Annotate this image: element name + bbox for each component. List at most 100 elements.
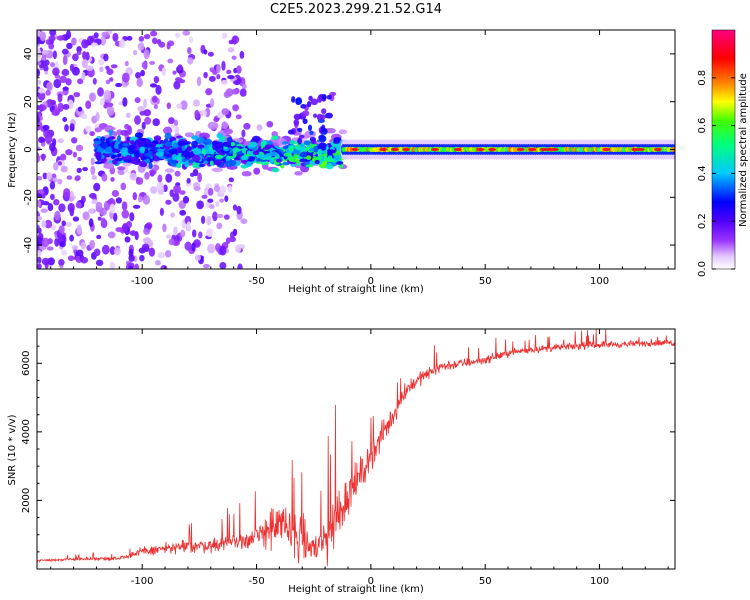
colorbar-tick-label: 0.6: [697, 118, 708, 134]
noise-mark: [219, 261, 227, 269]
noise-mark: [219, 185, 227, 194]
turbulent-mark: [122, 143, 129, 147]
noise-mark: [95, 259, 104, 267]
noise-mark: [139, 254, 145, 262]
noise-mark: [109, 203, 116, 214]
noise-mark: [66, 175, 73, 180]
noise-mark: [65, 149, 73, 156]
stable-peak-mark: [528, 147, 537, 152]
noise-mark: [75, 144, 84, 152]
noise-mark: [37, 224, 40, 230]
noise-mark: [173, 119, 179, 127]
noise-mark: [57, 102, 64, 112]
turbulent-mark: [264, 144, 271, 149]
turbulent-mark: [127, 145, 137, 150]
noise-mark: [68, 196, 74, 202]
noise-mark: [136, 177, 144, 185]
x-tick-label: -100: [131, 576, 154, 587]
noise-mark: [96, 234, 102, 240]
noise-mark: [48, 35, 56, 42]
noise-mark: [162, 223, 167, 233]
turbulent-mark: [301, 110, 310, 117]
noise-mark: [101, 244, 110, 255]
noise-mark: [91, 42, 98, 47]
stable-peak-mark: [550, 147, 559, 152]
turbulent-mark: [214, 154, 224, 160]
noise-mark: [112, 32, 119, 42]
stable-peak-mark: [476, 147, 485, 152]
noise-mark: [41, 237, 50, 248]
y-tick-label: 20: [23, 95, 34, 108]
noise-mark: [156, 182, 163, 191]
stable-peak-mark: [539, 147, 548, 152]
noise-mark: [38, 88, 46, 94]
stable-peak-mark: [631, 147, 639, 152]
noise-mark: [137, 195, 143, 203]
stable-peak-mark: [516, 147, 525, 152]
noise-mark: [179, 209, 187, 216]
turbulent-mark: [229, 159, 237, 167]
turbulent-mark: [317, 95, 323, 103]
y-tick-label: 2000: [21, 488, 32, 513]
noise-mark: [81, 59, 88, 68]
turbulent-mark: [230, 141, 236, 147]
turbulent-mark: [134, 151, 140, 159]
snr-background: [37, 329, 675, 569]
stable-peak-mark: [350, 147, 359, 152]
turbulent-mark: [139, 146, 146, 154]
noise-mark: [141, 61, 148, 69]
turbulent-mark: [321, 124, 326, 133]
turbulent-mark: [157, 148, 165, 153]
turbulent-mark: [287, 129, 295, 135]
x-tick-label: 100: [590, 276, 609, 287]
noise-mark: [44, 133, 53, 144]
turbulent-mark: [306, 100, 312, 108]
noise-mark: [49, 142, 56, 152]
noise-mark: [103, 89, 112, 100]
turbulent-mark: [181, 157, 187, 163]
noise-mark: [169, 189, 174, 197]
turbulent-mark: [155, 151, 165, 157]
noise-mark: [137, 42, 145, 51]
turbulent-mark: [125, 155, 132, 160]
turbulent-mark: [148, 162, 153, 169]
noise-mark: [114, 247, 121, 256]
turbulent-mark: [109, 138, 114, 144]
noise-mark: [99, 36, 107, 46]
stable-peak-mark: [390, 147, 399, 152]
turbulent-mark: [100, 136, 106, 143]
turbulent-mark: [181, 145, 186, 152]
noise-mark: [88, 218, 94, 228]
noise-mark: [85, 51, 90, 61]
turbulent-halo-mark: [223, 128, 233, 135]
turbulent-halo-mark: [211, 167, 224, 173]
noise-mark: [82, 51, 87, 60]
turbulent-halo-mark: [338, 129, 348, 135]
noise-mark: [142, 195, 151, 205]
turbulent-mark: [191, 135, 199, 140]
turbulent-mark: [173, 142, 179, 149]
noise-mark: [52, 67, 60, 76]
noise-mark: [141, 121, 146, 130]
turbulent-halo-mark: [221, 121, 229, 130]
colorbar-tick-label: 0.4: [697, 165, 708, 181]
x-tick-label: 50: [479, 576, 492, 587]
noise-mark: [121, 72, 130, 83]
noise-mark: [133, 49, 138, 56]
spectrogram-panel: -100 -50 0 50 100 -40 -20 0 20 40 Height of strai…: [7, 29, 676, 295]
turbulent-mark: [329, 91, 337, 97]
noise-mark: [49, 181, 56, 190]
turbulent-mark: [244, 155, 249, 160]
noise-mark: [173, 80, 181, 90]
turbulent-mark: [111, 147, 117, 154]
noise-mark: [98, 58, 105, 66]
noise-mark: [173, 184, 181, 194]
colorbar-ticks: 0.0 0.2 0.4 0.6 0.8: [697, 70, 735, 277]
turbulent-mark: [293, 113, 301, 121]
noise-mark: [76, 46, 82, 53]
noise-mark: [231, 88, 240, 95]
turbulent-mark: [214, 159, 222, 166]
noise-mark: [91, 175, 98, 180]
noise-mark: [121, 201, 128, 211]
noise-mark: [228, 39, 235, 45]
